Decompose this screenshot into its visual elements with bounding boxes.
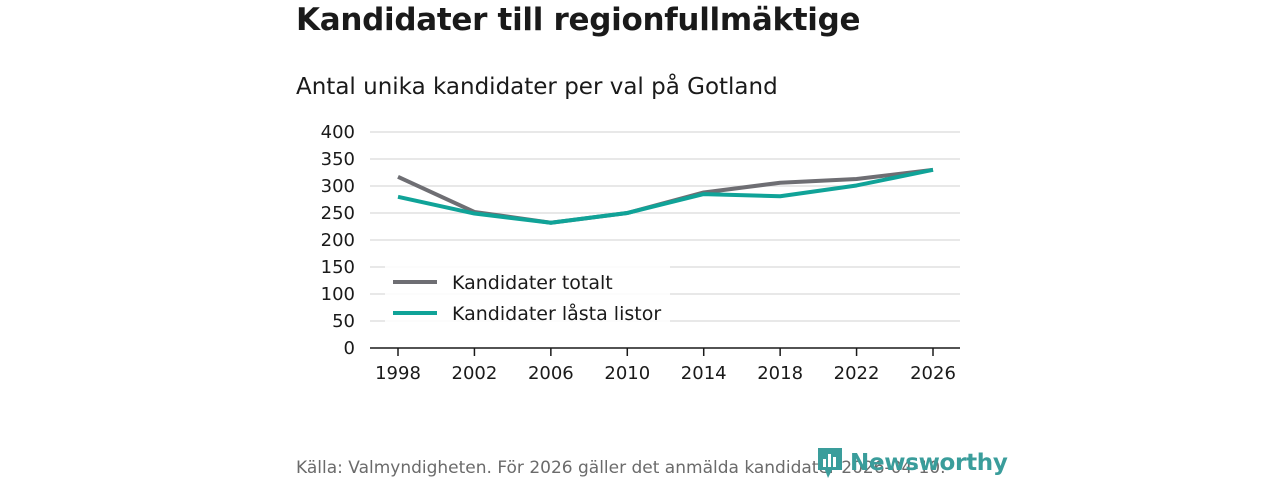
y-tick-label: 350 — [321, 149, 355, 170]
chart-title: Kandidater till regionfullmäktige — [296, 2, 861, 38]
x-tick-label: 2026 — [910, 363, 956, 384]
chart-subtitle: Antal unika kandidater per val på Gotlan… — [296, 74, 778, 100]
x-tick-label: 2014 — [681, 363, 727, 384]
y-tick-label: 300 — [321, 176, 355, 197]
bar-chart-logo-icon — [818, 448, 842, 478]
x-tick-label: 2010 — [604, 363, 650, 384]
source-note: Källa: Valmyndigheten. För 2026 gäller d… — [296, 458, 946, 478]
y-tick-label: 0 — [344, 338, 355, 359]
logo-text: Newsworthy — [850, 450, 1008, 476]
legend-label: Kandidater låsta listor — [452, 302, 661, 325]
x-tick-label: 2002 — [452, 363, 498, 384]
legend-label: Kandidater totalt — [452, 272, 613, 294]
series-line-kandidater-lasta-listor — [397, 167, 934, 225]
y-tick-label: 400 — [321, 122, 355, 143]
legend-background — [385, 264, 670, 332]
x-tick-label: 1998 — [375, 363, 421, 384]
y-tick-label: 100 — [321, 284, 355, 305]
y-tick-label: 50 — [332, 311, 355, 332]
y-tick-label: 250 — [321, 203, 355, 224]
y-tick-label: 200 — [321, 230, 355, 251]
x-tick-label: 2018 — [757, 363, 803, 384]
y-tick-label: 150 — [321, 257, 355, 278]
x-tick-label: 2006 — [528, 363, 574, 384]
x-tick-label: 2022 — [834, 363, 880, 384]
newsworthy-logo: Newsworthy — [816, 446, 1008, 480]
